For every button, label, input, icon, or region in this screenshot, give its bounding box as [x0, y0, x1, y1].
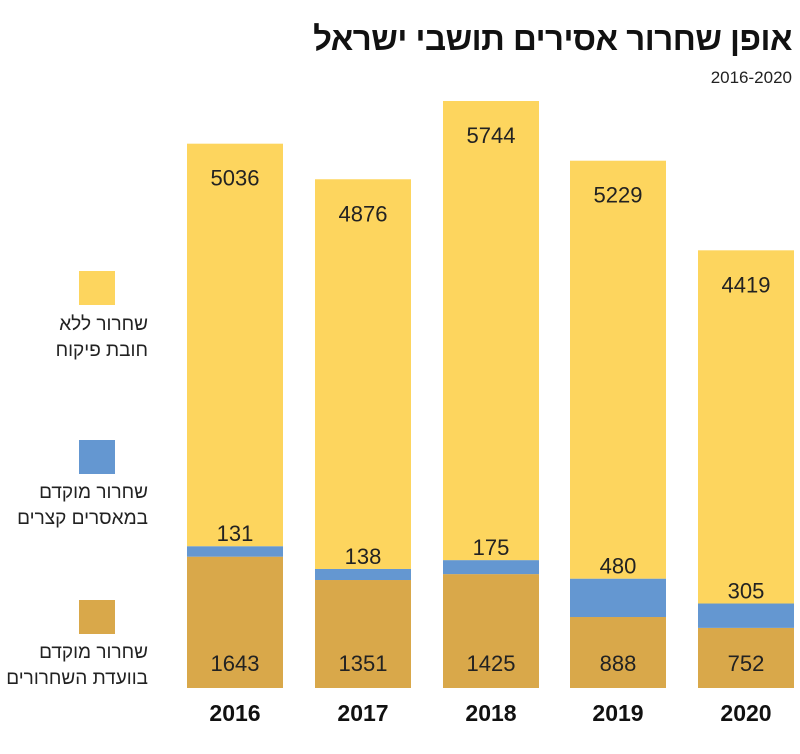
- value-label-parole-board-2018: 1425: [467, 651, 516, 676]
- value-label-parole-board-2019: 888: [600, 651, 637, 676]
- x-tick-label-2019: 2019: [592, 700, 643, 726]
- legend-label-unsupervised-line2: חובת פיקוח: [55, 340, 148, 361]
- bar-short-sentence-2020: [698, 603, 794, 628]
- value-label-short-sentence-2019: 480: [600, 554, 637, 579]
- bar-short-sentence-2016: [187, 546, 283, 557]
- legend-label-short-sentence-line1: שחרור מוקדם: [39, 482, 148, 503]
- bar-parole-board-2019: [570, 617, 666, 688]
- value-label-unsupervised-2017: 4876: [339, 201, 388, 226]
- bar-short-sentence-2017: [315, 568, 411, 581]
- bar-unsupervised-2019: [570, 160, 666, 579]
- x-tick-label-2016: 2016: [209, 700, 260, 726]
- value-label-unsupervised-2020: 4419: [722, 272, 771, 297]
- bar-parole-board-2017: [315, 580, 411, 688]
- bar-parole-board-2016: [187, 556, 283, 688]
- legend-label-unsupervised-line1: שחרור ללא: [59, 314, 148, 335]
- bar-short-sentence-2018: [443, 560, 539, 575]
- bar-unsupervised-2020: [698, 250, 794, 604]
- legend-label-short-sentence-line2: במאסרים קצרים: [17, 508, 148, 529]
- value-label-short-sentence-2018: 175: [473, 535, 510, 560]
- legend-label-parole-board: שחרור מוקדם בוועדת השחרורים: [0, 640, 148, 692]
- value-label-parole-board-2016: 1643: [211, 651, 260, 676]
- value-label-parole-board-2017: 1351: [339, 651, 388, 676]
- legend-swatch-short-sentence: [79, 440, 115, 474]
- value-label-unsupervised-2016: 5036: [211, 166, 260, 191]
- bar-unsupervised-2016: [187, 143, 283, 547]
- bar-parole-board-2020: [698, 627, 794, 688]
- x-tick-label-2018: 2018: [465, 700, 516, 726]
- x-tick-label-2017: 2017: [337, 700, 388, 726]
- value-label-unsupervised-2019: 5229: [594, 183, 643, 208]
- bar-unsupervised-2017: [315, 179, 411, 569]
- bar-parole-board-2018: [443, 574, 539, 688]
- bar-short-sentence-2019: [570, 578, 666, 618]
- legend-label-unsupervised: שחרור ללא חובת פיקוח: [0, 312, 148, 364]
- legend-label-short-sentence: שחרור מוקדם במאסרים קצרים: [0, 480, 148, 532]
- x-tick-label-2020: 2020: [720, 700, 771, 726]
- value-label-parole-board-2020: 752: [728, 651, 765, 676]
- chart-title: אופן שחרור אסירים תושבי ישראל: [313, 20, 792, 57]
- bar-unsupervised-2018: [443, 101, 539, 561]
- legend-swatch-parole-board: [79, 600, 115, 634]
- value-label-short-sentence-2020: 305: [728, 579, 765, 604]
- value-label-unsupervised-2018: 5744: [467, 123, 516, 148]
- chart-subtitle: 2016-2020: [710, 68, 792, 87]
- legend-label-parole-board-line1: שחרור מוקדם: [39, 642, 148, 663]
- legend-label-parole-board-line2: בוועדת השחרורים: [6, 668, 148, 689]
- value-label-short-sentence-2016: 131: [217, 521, 254, 546]
- value-label-short-sentence-2017: 138: [345, 544, 382, 569]
- legend-swatch-unsupervised: [79, 271, 115, 305]
